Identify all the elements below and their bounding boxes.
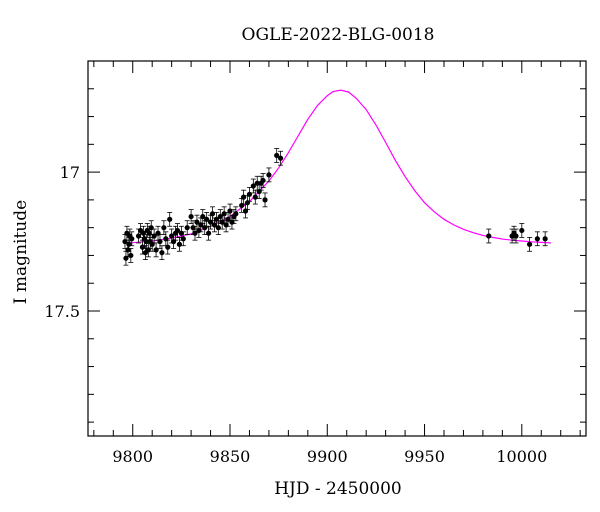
x-tick-label: 9800 — [112, 447, 153, 466]
data-point — [192, 230, 198, 236]
data-point — [184, 225, 190, 231]
data-point — [157, 238, 163, 245]
data-point — [200, 213, 206, 220]
data-point — [209, 211, 216, 217]
data-point — [260, 177, 266, 184]
data-point — [125, 247, 131, 253]
data-point — [126, 241, 132, 247]
data-point — [534, 236, 540, 242]
data-point — [227, 208, 233, 214]
data-point — [274, 152, 280, 159]
data-point — [129, 236, 135, 242]
data-point — [246, 191, 253, 197]
data-point — [250, 183, 256, 189]
x-tick-label: 9850 — [210, 447, 251, 466]
plot-area: 9800 9850 9900 9950 10000 17 17.5 — [44, 60, 587, 466]
data-point — [513, 233, 519, 239]
x-tick-label: 10000 — [496, 447, 547, 466]
data-point — [206, 230, 212, 236]
data-point — [241, 194, 247, 200]
chart-title: OGLE-2022-BLG-0018 — [242, 25, 435, 45]
data-point — [167, 216, 173, 222]
data-point — [266, 172, 272, 178]
y-tick-label: 17.5 — [44, 302, 80, 321]
x-tick-label: 9900 — [307, 447, 348, 466]
data-point — [526, 241, 533, 247]
data-point — [233, 211, 239, 217]
data-point — [148, 225, 154, 231]
x-tick-label: 9950 — [404, 447, 445, 466]
data-point — [262, 197, 268, 203]
data-point — [176, 241, 183, 247]
data-point — [180, 236, 186, 242]
data-point — [128, 252, 134, 259]
data-point — [188, 213, 194, 220]
plot-frame — [87, 60, 587, 437]
y-tick-label: 17 — [60, 163, 80, 182]
x-axis-label: HJD - 2450000 — [274, 479, 402, 499]
data-point — [277, 155, 284, 161]
data-point — [221, 211, 227, 217]
data-point — [151, 233, 157, 239]
model-curve — [123, 89, 552, 244]
data-point — [204, 216, 210, 222]
data-point — [153, 247, 159, 253]
data-point — [542, 236, 548, 242]
data-point — [519, 227, 525, 234]
data-point — [486, 233, 492, 239]
data-point — [161, 225, 167, 231]
y-axis-label: I magnitude — [11, 200, 31, 304]
data-point — [159, 250, 165, 256]
data-point — [252, 194, 258, 200]
data-point — [174, 227, 181, 234]
data-point — [165, 244, 171, 250]
data-point — [215, 225, 221, 231]
